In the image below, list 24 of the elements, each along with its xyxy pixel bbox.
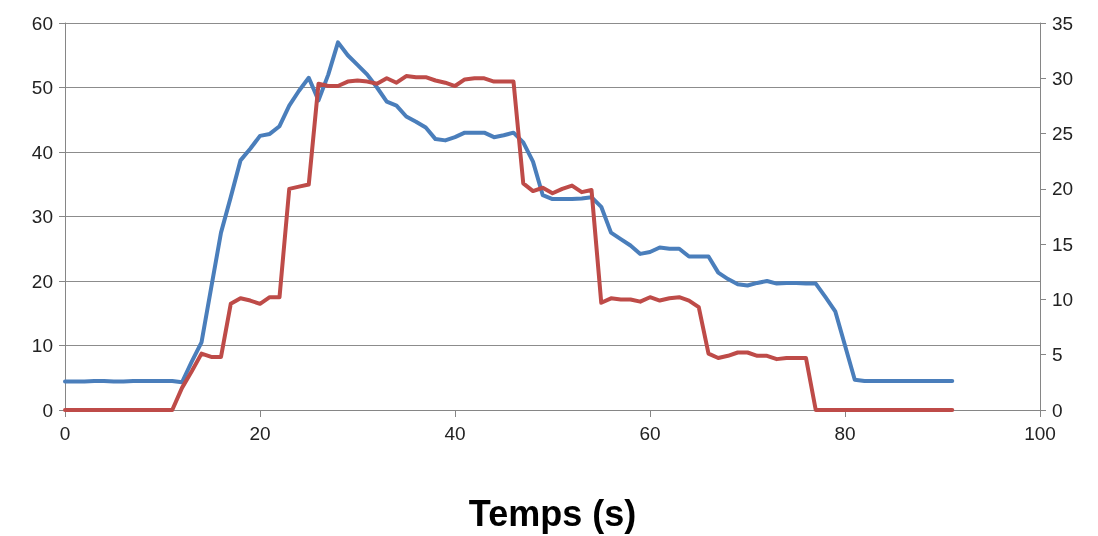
x-tick-label: 80 <box>834 423 856 444</box>
y2-tick-label: 20 <box>1052 178 1074 200</box>
y2-tick-label: 5 <box>1052 344 1063 366</box>
y2-tick-label: 30 <box>1052 67 1074 89</box>
y-tick-label: 0 <box>42 399 53 421</box>
x-axis-title: Temps (s) <box>468 492 637 534</box>
y-tick-label: 20 <box>31 270 53 292</box>
y-tick-label: 40 <box>31 141 53 163</box>
x-tick-label: 40 <box>444 423 466 444</box>
line-series <box>63 40 955 385</box>
y2-tick-label: 15 <box>1052 233 1074 255</box>
y2-tick-label: 25 <box>1052 123 1074 145</box>
line-series <box>63 74 955 412</box>
y2-tick-label: 0 <box>1052 399 1063 421</box>
y-tick-label: 10 <box>31 335 53 356</box>
y2-tick-label: 35 <box>1052 12 1074 34</box>
x-tick-label: 20 <box>249 423 271 444</box>
y-tick-label: 50 <box>31 77 53 98</box>
y-tick-label: 30 <box>31 206 53 227</box>
y-tick-label: 60 <box>31 12 53 34</box>
x-tick-label: 100 <box>1024 423 1056 444</box>
x-tick-label: 0 <box>59 423 71 444</box>
x-tick-label: 60 <box>639 423 661 444</box>
y2-tick-label: 10 <box>1052 288 1074 310</box>
